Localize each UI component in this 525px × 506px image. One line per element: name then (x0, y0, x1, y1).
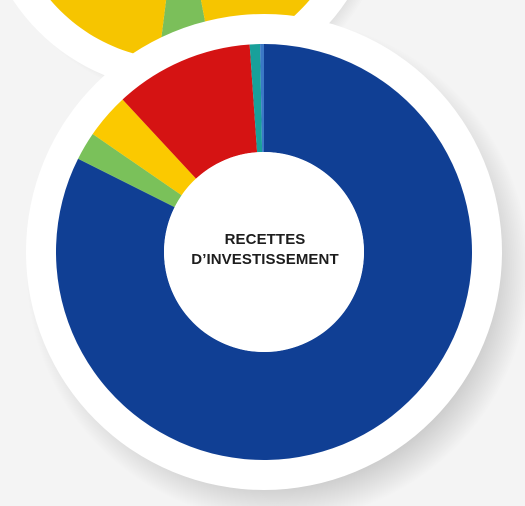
center-label-line-1: RECETTES (224, 231, 306, 248)
main-chart-slices (55, 44, 472, 460)
main-chart-slice-3 (92, 99, 197, 196)
main-chart-center-hole (164, 152, 364, 352)
main-donut-chart (26, 14, 525, 506)
donut-center-label: RECETTES D’INVESTISSEMENT (175, 230, 355, 270)
main-chart-slice-5 (249, 44, 263, 153)
main-chart-slice-6 (260, 44, 264, 153)
main-chart-slice-4 (122, 44, 258, 179)
main-chart-slice-2 (78, 134, 182, 208)
center-label-line-2: D’INVESTISSEMENT (191, 251, 339, 268)
main-chart-slice-1 (55, 44, 472, 460)
